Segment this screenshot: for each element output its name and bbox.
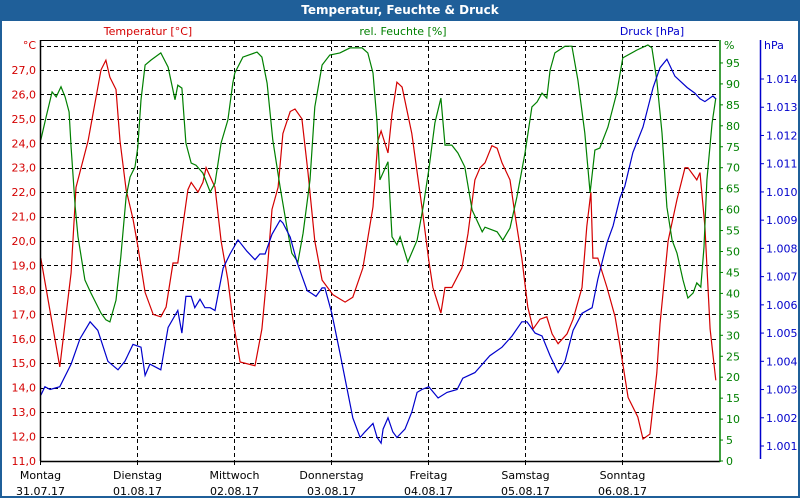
pressure-tick-label: 1.010: [766, 186, 798, 199]
day-date-label: 31.07.17: [16, 485, 65, 498]
humidity-tick-label: 30: [726, 329, 740, 342]
day-name-label: Dienstag: [113, 469, 162, 482]
temperature-tick-label: 16,0: [12, 333, 37, 346]
pressure-axis-title: Druck [hPa]: [620, 25, 684, 38]
pressure-tick-label: 1.014: [766, 73, 798, 86]
pressure-tick-label: 1.002: [766, 412, 798, 425]
humidity-axis-title: rel. Feuchte [%]: [359, 25, 446, 38]
pressure-tick-label: 1.004: [766, 355, 798, 368]
pressure-tick-label: 1.009: [766, 214, 798, 227]
day-date-label: 05.08.17: [501, 485, 550, 498]
pressure-tick-label: 1.013: [766, 101, 798, 114]
day-date-label: 06.08.17: [598, 485, 647, 498]
temperature-tick-label: 19,0: [12, 259, 37, 272]
temperature-axis-title: Temperatur [°C]: [103, 25, 192, 38]
temperature-tick-label: 21,0: [12, 211, 37, 224]
temperature-tick-label: 20,0: [12, 235, 37, 248]
humidity-tick-label: 60: [726, 204, 740, 217]
temperature-tick-label: 27,0: [12, 64, 37, 77]
humidity-tick-label: 45: [726, 266, 740, 279]
temperature-tick-label: 18,0: [12, 284, 37, 297]
pressure-tick-label: 1.006: [766, 299, 798, 312]
temperature-tick-label: 24,0: [12, 137, 37, 150]
pressure-tick-label: 1.011: [766, 158, 798, 171]
humidity-tick-label: 10: [726, 413, 740, 426]
humidity-tick-label: 20: [726, 371, 740, 384]
pressure-tick-label: 1.003: [766, 384, 798, 397]
humidity-tick-label: 90: [726, 78, 740, 91]
humidity-tick-label: 65: [726, 183, 740, 196]
day-date-label: 02.08.17: [210, 485, 259, 498]
temperature-tick-label: 13,0: [12, 406, 37, 419]
humidity-tick-label: 80: [726, 120, 740, 133]
pressure-tick-label: 1.008: [766, 242, 798, 255]
day-name-label: Freitag: [410, 469, 448, 482]
humidity-tick-label: 35: [726, 308, 740, 321]
day-name-label: Donnerstag: [299, 469, 363, 482]
humidity-tick-label: 5: [726, 434, 733, 447]
temperature-tick-label: 15,0: [12, 357, 37, 370]
humidity-tick-label: 40: [726, 287, 740, 300]
humidity-tick-label: 70: [726, 162, 740, 175]
temperature-tick-label: 23,0: [12, 162, 37, 175]
temperature-tick-label: 17,0: [12, 308, 37, 321]
day-date-label: 04.08.17: [404, 485, 453, 498]
temperature-tick-label: 11,0: [12, 455, 37, 468]
humidity-tick-label: 55: [726, 225, 740, 238]
temperature-tick-label: 14,0: [12, 382, 37, 395]
humidity-tick-label: 95: [726, 57, 740, 70]
day-name-label: Sonntag: [600, 469, 646, 482]
day-name-label: Mittwoch: [210, 469, 260, 482]
temperature-tick-label: 26,0: [12, 88, 37, 101]
humidity-tick-label: 50: [726, 246, 740, 259]
day-name-label: Montag: [20, 469, 61, 482]
temperature-tick-label: 25,0: [12, 113, 37, 126]
pressure-tick-label: 1.001: [766, 440, 798, 453]
temperature-tick-label: 22,0: [12, 186, 37, 199]
temperature-tick-label: 12,0: [12, 431, 37, 444]
pressure-tick-label: 1.012: [766, 129, 798, 142]
humidity-series-line: [40, 44, 717, 323]
temperature-unit-label: °C: [23, 39, 37, 52]
humidity-tick-label: 15: [726, 392, 740, 405]
window-title: Temperatur, Feuchte & Druck: [0, 0, 800, 21]
humidity-unit-label: %: [724, 39, 734, 52]
humidity-tick-label: 75: [726, 141, 740, 154]
pressure-tick-label: 1.005: [766, 327, 798, 340]
pressure-tick-label: 1.007: [766, 271, 798, 284]
humidity-tick-label: 85: [726, 99, 740, 112]
pressure-series-line: [40, 58, 717, 445]
temperature-series-line: [40, 58, 717, 441]
humidity-tick-label: 0: [726, 455, 733, 468]
day-date-label: 01.08.17: [113, 485, 162, 498]
humidity-tick-label: 25: [726, 350, 740, 363]
day-date-label: 03.08.17: [307, 485, 356, 498]
day-name-label: Samstag: [501, 469, 549, 482]
pressure-unit-label: hPa: [764, 39, 784, 52]
